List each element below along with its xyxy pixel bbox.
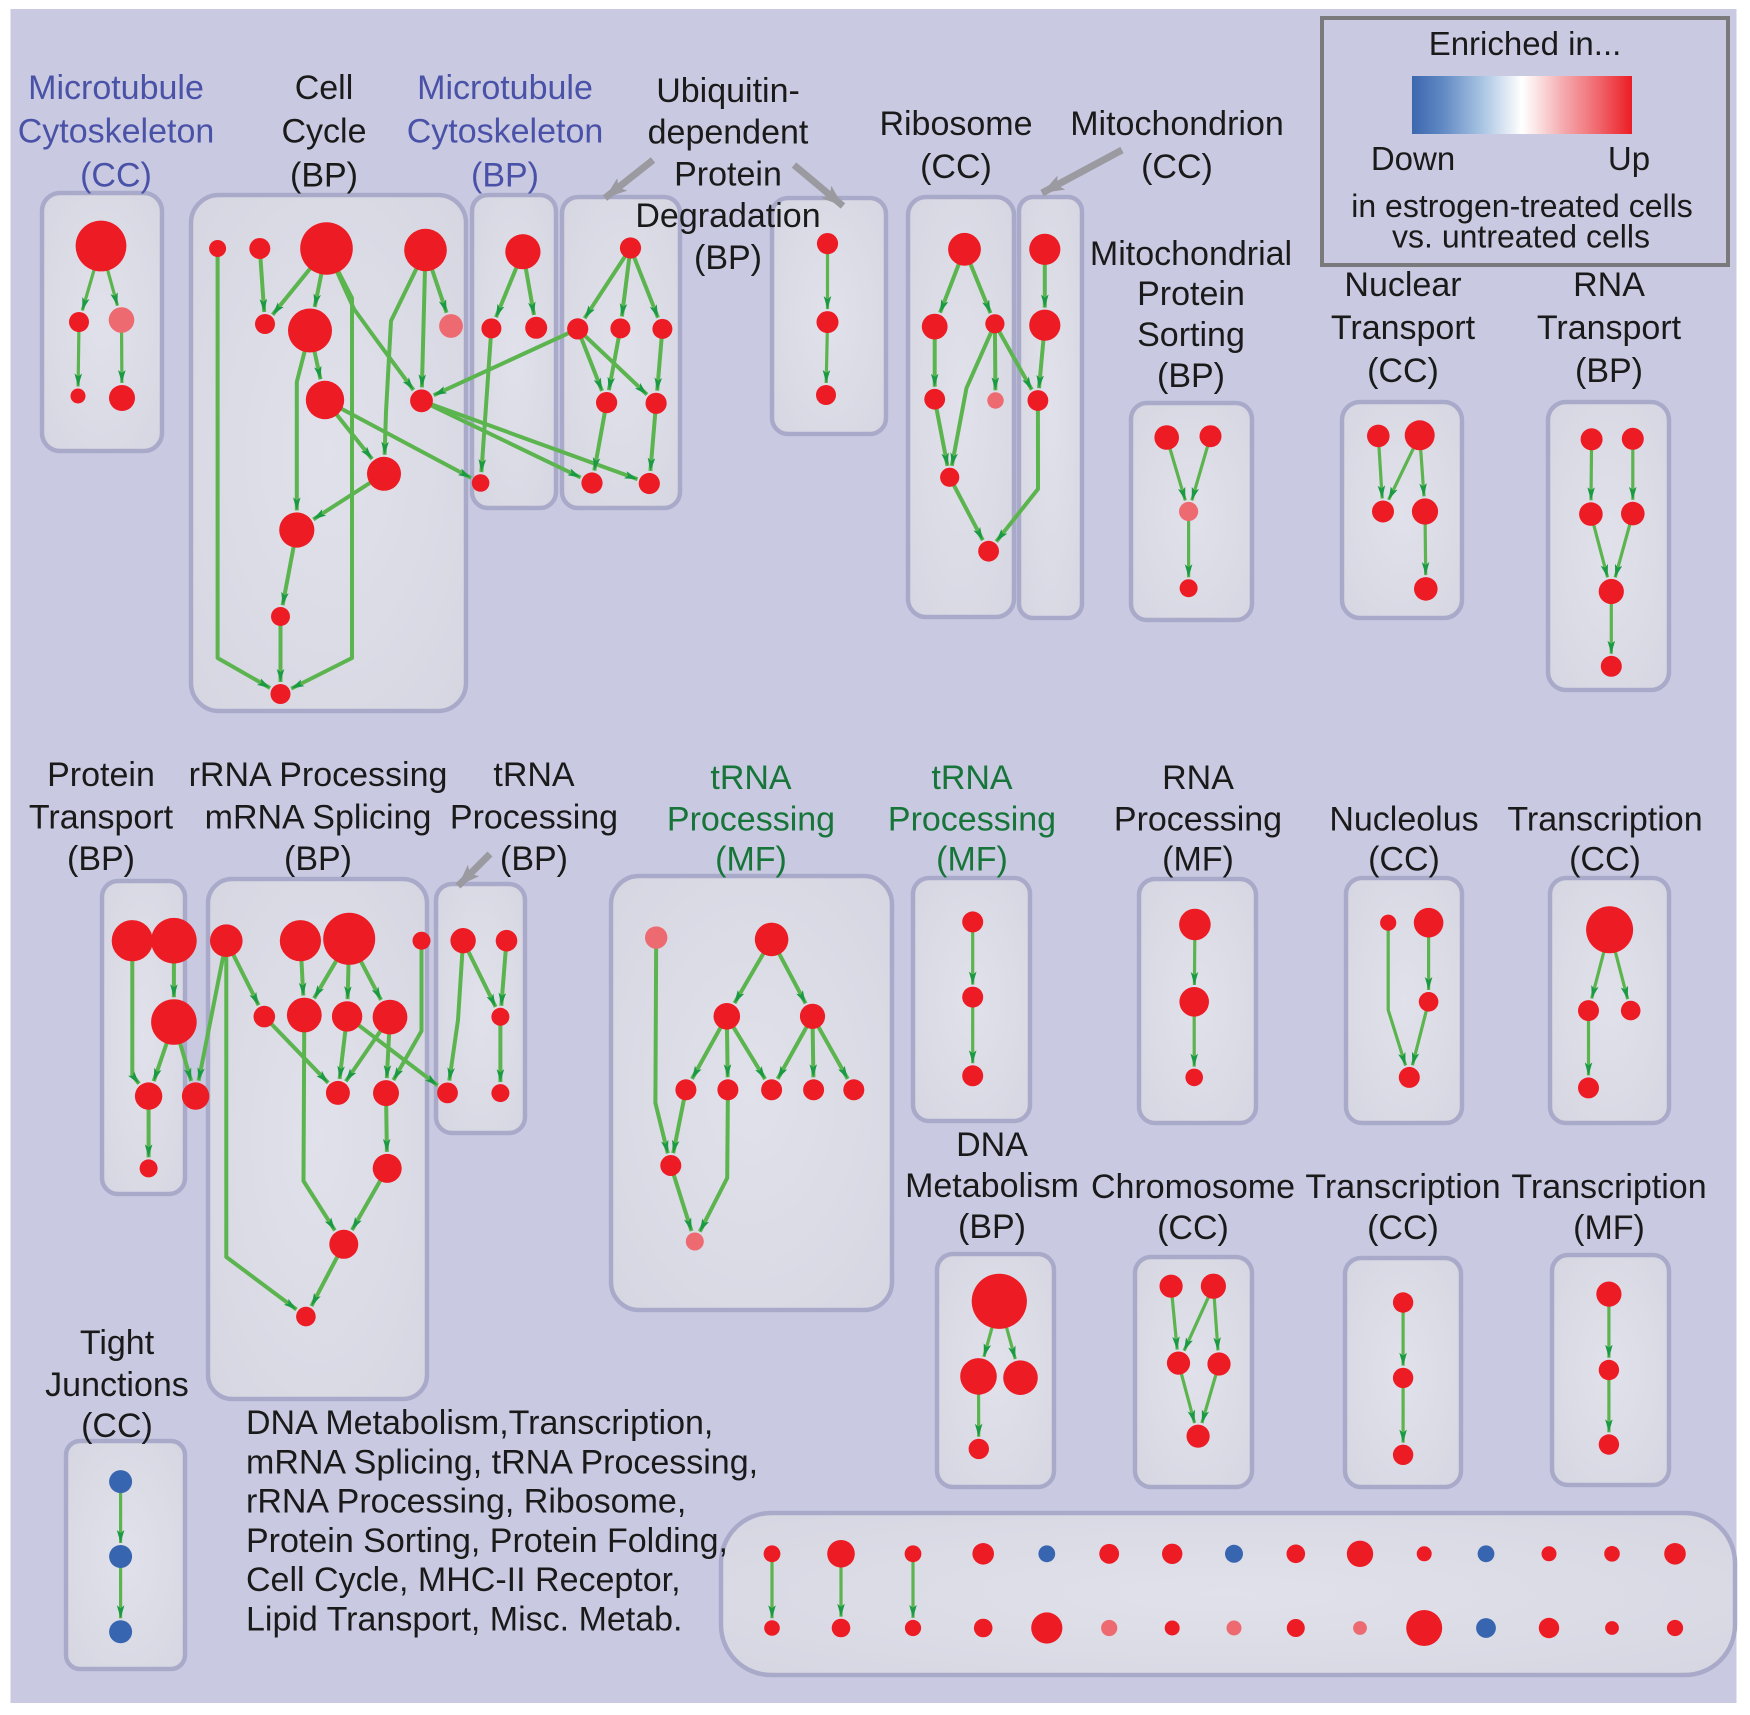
svg-text:Processing: Processing	[1114, 801, 1282, 839]
svg-text:tRNA: tRNA	[710, 759, 792, 797]
svg-text:Junctions: Junctions	[45, 1366, 189, 1404]
svg-text:Protein: Protein	[674, 155, 782, 193]
svg-text:Mitochondrion: Mitochondrion	[1070, 105, 1284, 143]
svg-text:(BP): (BP)	[290, 156, 358, 194]
svg-text:Transport: Transport	[1537, 309, 1682, 347]
svg-text:Cell: Cell	[295, 69, 354, 107]
svg-text:(CC): (CC)	[1157, 1209, 1229, 1247]
svg-text:(BP): (BP)	[471, 156, 539, 194]
svg-text:(CC): (CC)	[1569, 841, 1641, 879]
svg-text:rRNA Processing, Ribosome,: rRNA Processing, Ribosome,	[246, 1483, 686, 1521]
svg-text:(BP): (BP)	[284, 840, 352, 878]
svg-text:Protein Sorting, Protein Foldi: Protein Sorting, Protein Folding,	[246, 1522, 728, 1560]
svg-text:Chromosome: Chromosome	[1091, 1168, 1295, 1206]
svg-text:Metabolism: Metabolism	[905, 1167, 1079, 1205]
svg-text:tRNA: tRNA	[931, 759, 1013, 797]
svg-text:Nuclear: Nuclear	[1344, 266, 1461, 304]
svg-text:Transcription: Transcription	[1305, 1168, 1500, 1206]
svg-text:Microtubule: Microtubule	[28, 69, 204, 107]
svg-text:Ubiquitin-: Ubiquitin-	[656, 72, 800, 110]
svg-text:mRNA Splicing: mRNA Splicing	[205, 799, 432, 837]
svg-text:(MF): (MF)	[1573, 1209, 1645, 1247]
svg-text:Ribosome: Ribosome	[879, 105, 1032, 143]
svg-text:in estrogen-treated cells: in estrogen-treated cells	[1351, 188, 1693, 224]
svg-text:Transcription: Transcription	[1507, 801, 1702, 839]
svg-text:(MF): (MF)	[1162, 841, 1234, 879]
svg-text:(CC): (CC)	[920, 148, 992, 186]
svg-text:Processing: Processing	[450, 799, 618, 837]
svg-text:(BP): (BP)	[694, 239, 762, 277]
svg-text:Processing: Processing	[888, 801, 1056, 839]
svg-text:(CC): (CC)	[81, 1407, 153, 1445]
svg-text:Protein: Protein	[47, 756, 155, 794]
svg-text:(BP): (BP)	[958, 1208, 1026, 1246]
svg-text:(CC): (CC)	[1367, 1209, 1439, 1247]
svg-text:dependent: dependent	[648, 114, 809, 152]
svg-text:(CC): (CC)	[80, 156, 152, 194]
svg-text:(CC): (CC)	[1368, 841, 1440, 879]
svg-text:(BP): (BP)	[67, 840, 135, 878]
svg-text:Transport: Transport	[29, 799, 174, 837]
svg-text:Lipid Transport, Misc. Metab.: Lipid Transport, Misc. Metab.	[246, 1601, 683, 1639]
svg-text:RNA: RNA	[1573, 266, 1645, 304]
svg-text:RNA: RNA	[1162, 759, 1234, 797]
svg-text:(MF): (MF)	[936, 841, 1008, 879]
svg-text:Transcription: Transcription	[1511, 1168, 1706, 1206]
svg-text:Mitochondrial: Mitochondrial	[1090, 235, 1292, 273]
svg-text:rRNA Processing: rRNA Processing	[189, 756, 448, 794]
svg-text:Processing: Processing	[667, 801, 835, 839]
svg-text:Degradation: Degradation	[635, 197, 820, 235]
svg-text:tRNA: tRNA	[493, 756, 575, 794]
svg-text:(BP): (BP)	[1157, 357, 1225, 395]
svg-text:Tight: Tight	[80, 1324, 155, 1362]
svg-text:(MF): (MF)	[715, 841, 787, 879]
svg-text:(CC): (CC)	[1141, 148, 1213, 186]
svg-text:vs. untreated cells: vs. untreated cells	[1392, 219, 1650, 255]
svg-text:mRNA Splicing, tRNA Processing: mRNA Splicing, tRNA Processing,	[246, 1443, 758, 1481]
svg-text:Sorting: Sorting	[1137, 316, 1245, 354]
svg-text:(CC): (CC)	[1367, 352, 1439, 390]
svg-text:DNA Metabolism,Transcription,: DNA Metabolism,Transcription,	[246, 1404, 713, 1442]
svg-text:Cycle: Cycle	[281, 113, 366, 151]
svg-text:Down: Down	[1371, 140, 1455, 177]
svg-text:Cytoskeleton: Cytoskeleton	[18, 113, 215, 151]
svg-text:DNA: DNA	[956, 1126, 1028, 1164]
svg-text:Cytoskeleton: Cytoskeleton	[407, 113, 604, 151]
svg-text:(BP): (BP)	[1575, 352, 1643, 390]
svg-text:(BP): (BP)	[500, 840, 568, 878]
svg-text:Nucleolus: Nucleolus	[1329, 801, 1478, 839]
svg-text:Cell Cycle, MHC-II Receptor,: Cell Cycle, MHC-II Receptor,	[246, 1561, 681, 1599]
svg-text:Protein: Protein	[1137, 275, 1245, 313]
svg-text:Transport: Transport	[1331, 309, 1476, 347]
svg-text:Microtubule: Microtubule	[417, 69, 593, 107]
svg-text:Up: Up	[1608, 140, 1650, 177]
svg-text:Enriched in...: Enriched in...	[1429, 25, 1622, 62]
